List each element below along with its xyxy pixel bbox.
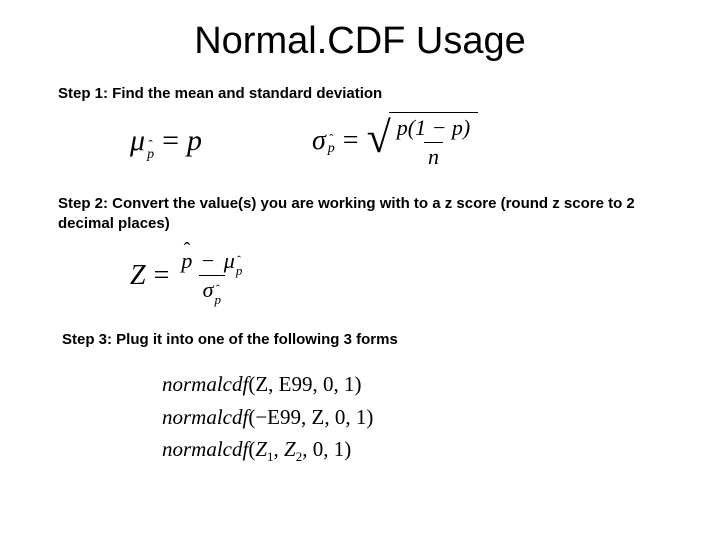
sqrt-icon: √ p(1 − p) n [367, 112, 479, 170]
form-3-z1: Z [255, 437, 267, 461]
step-3-text: Step 3: Plug it into one of the followin… [62, 330, 398, 350]
mu-rhs: p [187, 124, 202, 158]
sigma-symbol: σ [312, 125, 326, 157]
form-3-z2: Z [284, 437, 296, 461]
form-1-fn: normalcdf [162, 372, 248, 396]
z-symbol: Z [130, 260, 146, 292]
formula-z: Z = p − μp σp [130, 248, 246, 303]
radical-sign: √ [367, 116, 391, 174]
z-den-sigma-sub: p [215, 292, 222, 308]
z-numerator: p − μp [177, 248, 246, 275]
mu-equals: = [162, 124, 179, 158]
form-2: normalcdf(−E99, Z, 0, 1) [162, 401, 373, 434]
form-2-args: (−E99, Z, 0, 1) [248, 405, 373, 429]
z-denominator: σp [199, 275, 225, 303]
page-title: Normal.CDF Usage [0, 20, 720, 63]
sigma-numerator: p(1 − p) [393, 115, 475, 142]
form-3-fn: normalcdf [162, 437, 248, 461]
form-3-comma1: , [274, 437, 285, 461]
z-equals: = [154, 260, 170, 292]
normalcdf-forms: normalcdf(Z, E99, 0, 1) normalcdf(−E99, … [162, 368, 373, 467]
form-1: normalcdf(Z, E99, 0, 1) [162, 368, 373, 401]
formula-row-1: μ p = p σ p = √ p(1 − p) n [130, 112, 478, 170]
slide: Normal.CDF Usage Step 1: Find the mean a… [0, 0, 720, 540]
mu-subscript: p [147, 147, 154, 163]
formula-sigma: σ p = √ p(1 − p) n [312, 112, 478, 170]
form-2-fn: normalcdf [162, 405, 248, 429]
step-2-text: Step 2: Convert the value(s) you are wor… [58, 194, 640, 233]
z-den-sigma: σ [203, 277, 214, 302]
sigma-denominator: n [424, 142, 443, 170]
mu-symbol: μ [130, 124, 145, 158]
z-num-minus: − [202, 248, 214, 273]
z-num-mu: μ [224, 248, 235, 273]
sigma-subscript: p [328, 141, 335, 157]
sigma-equals: = [343, 125, 359, 157]
formula-mu: μ p = p [130, 124, 202, 158]
sigma-fraction: p(1 − p) n [393, 115, 475, 170]
z-num-phat: p [181, 248, 192, 274]
z-num-mu-sub: p [236, 263, 243, 279]
form-1-args: (Z, E99, 0, 1) [248, 372, 361, 396]
step-1-text: Step 1: Find the mean and standard devia… [58, 84, 382, 104]
form-3-args: (Z1, Z2, 0, 1) [248, 437, 351, 461]
z-fraction: p − μp σp [177, 248, 246, 303]
form-3-rest: , 0, 1) [302, 437, 351, 461]
form-3: normalcdf(Z1, Z2, 0, 1) [162, 433, 373, 467]
